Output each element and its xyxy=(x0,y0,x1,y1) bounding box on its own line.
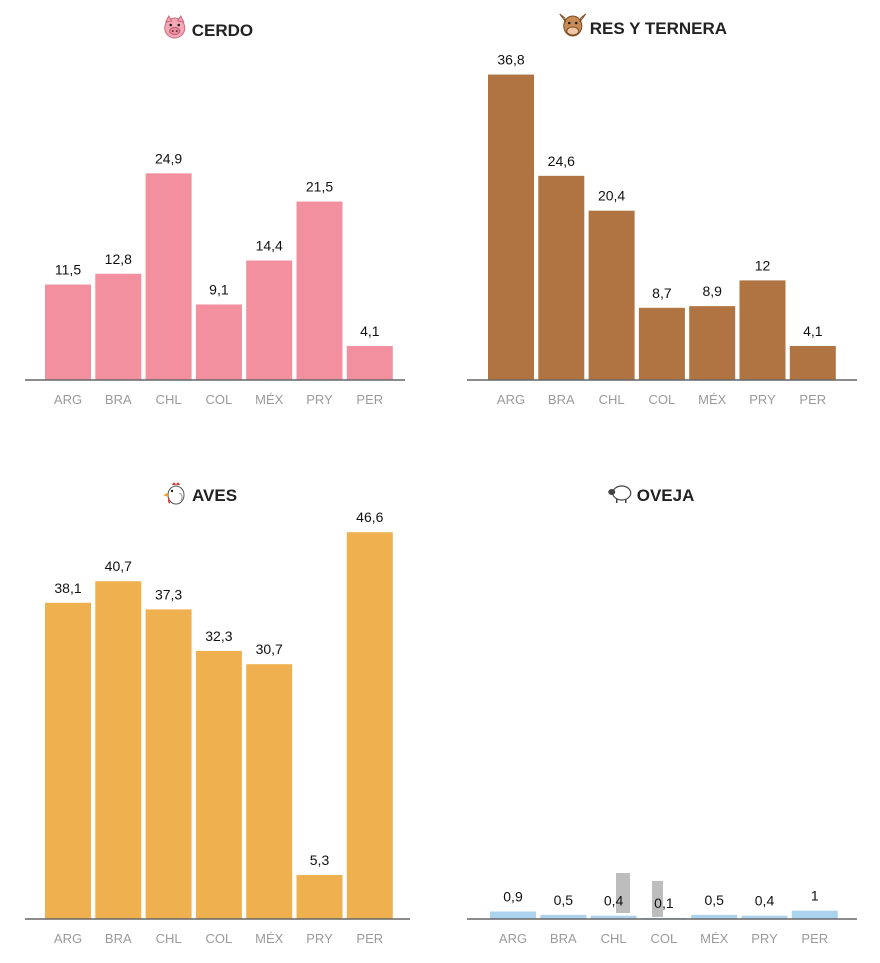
bar-ARG xyxy=(488,74,534,380)
tick-label: MÉX xyxy=(700,931,729,946)
data-label: 8,9 xyxy=(702,283,722,299)
bar-COL xyxy=(195,304,242,380)
chart-2: RES Y TERNERA 36,8 ARG 24,6 BRA 20,4 CHL 8,7 COL… xyxy=(467,13,857,407)
bar-PER xyxy=(791,910,838,919)
data-label: 0,1 xyxy=(654,895,674,911)
data-label: 9,1 xyxy=(209,281,229,297)
tick-label: PRY xyxy=(306,392,333,407)
bar-MÉX xyxy=(246,664,293,919)
tick-label: COL xyxy=(649,392,676,407)
bar-PER xyxy=(789,345,836,380)
bar-PRY xyxy=(741,915,788,919)
data-label: 0,5 xyxy=(554,892,574,908)
chart-4: OVEJA 0,9 ARG 0,5 BRA 0,4 CHL 0,1 COL 0,5 MÉX 0,4 PR… xyxy=(467,485,857,946)
data-label: 11,5 xyxy=(55,262,81,278)
data-label: 37,3 xyxy=(155,586,182,602)
data-label: 0,4 xyxy=(755,893,775,909)
bar-COL xyxy=(638,307,685,380)
bar-ARG xyxy=(45,284,91,380)
data-label: 12,8 xyxy=(105,251,132,267)
tick-label: MÉX xyxy=(255,931,284,946)
tick-label: MÉX xyxy=(698,392,727,407)
data-label: 4,1 xyxy=(803,323,823,339)
chart-title: OVEJA xyxy=(637,486,695,505)
data-label: 36,8 xyxy=(497,52,524,68)
chart-1: CERDO 11,5 ARG 12,8 BRA 24,9 CHL 9,1 COL 14,4 MÉX 2… xyxy=(25,14,405,407)
tick-label: BRA xyxy=(105,392,132,407)
ghost-bar xyxy=(652,881,663,917)
tick-label: COL xyxy=(206,392,233,407)
tick-label: ARG xyxy=(499,931,527,946)
tick-label: ARG xyxy=(497,392,525,407)
bar-PRY xyxy=(296,875,343,919)
tick-label: COL xyxy=(206,931,233,946)
data-label: 38,1 xyxy=(54,580,81,596)
chart-3: AVES 38,1 ARG 40,7 BRA 37,3 CHL 32,3 COL 30,7 MÉX 5… xyxy=(25,482,410,946)
bar-PRY xyxy=(739,280,786,380)
tick-label: PER xyxy=(356,392,383,407)
data-label: 24,9 xyxy=(155,150,182,166)
tick-label: CHL xyxy=(156,392,182,407)
tick-label: PER xyxy=(799,392,826,407)
bar-CHL xyxy=(145,609,192,919)
bar-PER xyxy=(346,532,393,919)
data-label: 0,5 xyxy=(704,892,724,908)
bar-MÉX xyxy=(691,914,738,919)
data-label: 21,5 xyxy=(306,179,333,195)
data-label: 32,3 xyxy=(205,628,232,644)
chart-title: RES Y TERNERA xyxy=(590,19,727,38)
tick-label: CHL xyxy=(156,931,182,946)
tick-label: PER xyxy=(356,931,383,946)
tick-label: ARG xyxy=(54,931,82,946)
bar-CHL xyxy=(590,915,637,919)
sheep-icon xyxy=(608,485,632,503)
data-label: 46,6 xyxy=(356,509,383,525)
tick-label: MÉX xyxy=(255,392,284,407)
tick-label: BRA xyxy=(550,931,577,946)
data-label: 24,6 xyxy=(548,153,575,169)
tick-label: PER xyxy=(801,931,828,946)
bar-ARG xyxy=(490,911,536,919)
chart-title: AVES xyxy=(192,486,237,505)
tick-label: BRA xyxy=(105,931,132,946)
bar-MÉX xyxy=(689,306,736,380)
bar-CHL xyxy=(588,210,635,380)
tick-label: PRY xyxy=(751,931,778,946)
tick-label: COL xyxy=(651,931,678,946)
tick-label: CHL xyxy=(601,931,627,946)
chicken-icon xyxy=(163,482,185,505)
data-label: 1 xyxy=(811,888,819,904)
data-label: 30,7 xyxy=(256,641,283,657)
data-label: 40,7 xyxy=(105,558,132,574)
data-label: 0,9 xyxy=(503,889,523,905)
data-label: 20,4 xyxy=(598,188,625,204)
bar-ARG xyxy=(45,602,91,919)
bar-BRA xyxy=(95,581,142,919)
pig-icon xyxy=(164,14,186,39)
data-label: 14,4 xyxy=(256,237,283,253)
bar-CHL xyxy=(145,173,192,380)
bar-MÉX xyxy=(246,260,293,380)
tick-label: PRY xyxy=(306,931,333,946)
tick-label: ARG xyxy=(54,392,82,407)
data-label: 5,3 xyxy=(310,852,330,868)
bar-PER xyxy=(346,345,393,380)
data-label: 12 xyxy=(755,257,771,273)
cow-icon xyxy=(559,13,587,37)
bar-BRA xyxy=(95,273,142,380)
data-label: 4,1 xyxy=(360,323,380,339)
tick-label: CHL xyxy=(599,392,625,407)
bar-BRA xyxy=(538,175,585,380)
bar-BRA xyxy=(540,914,587,919)
data-label: 0,4 xyxy=(604,893,624,909)
bar-PRY xyxy=(296,201,343,380)
ghost-bar xyxy=(616,873,630,913)
data-label: 8,7 xyxy=(652,285,672,301)
chart-title: CERDO xyxy=(192,21,253,40)
tick-label: PRY xyxy=(749,392,776,407)
bar-COL xyxy=(195,650,242,919)
tick-label: BRA xyxy=(548,392,575,407)
